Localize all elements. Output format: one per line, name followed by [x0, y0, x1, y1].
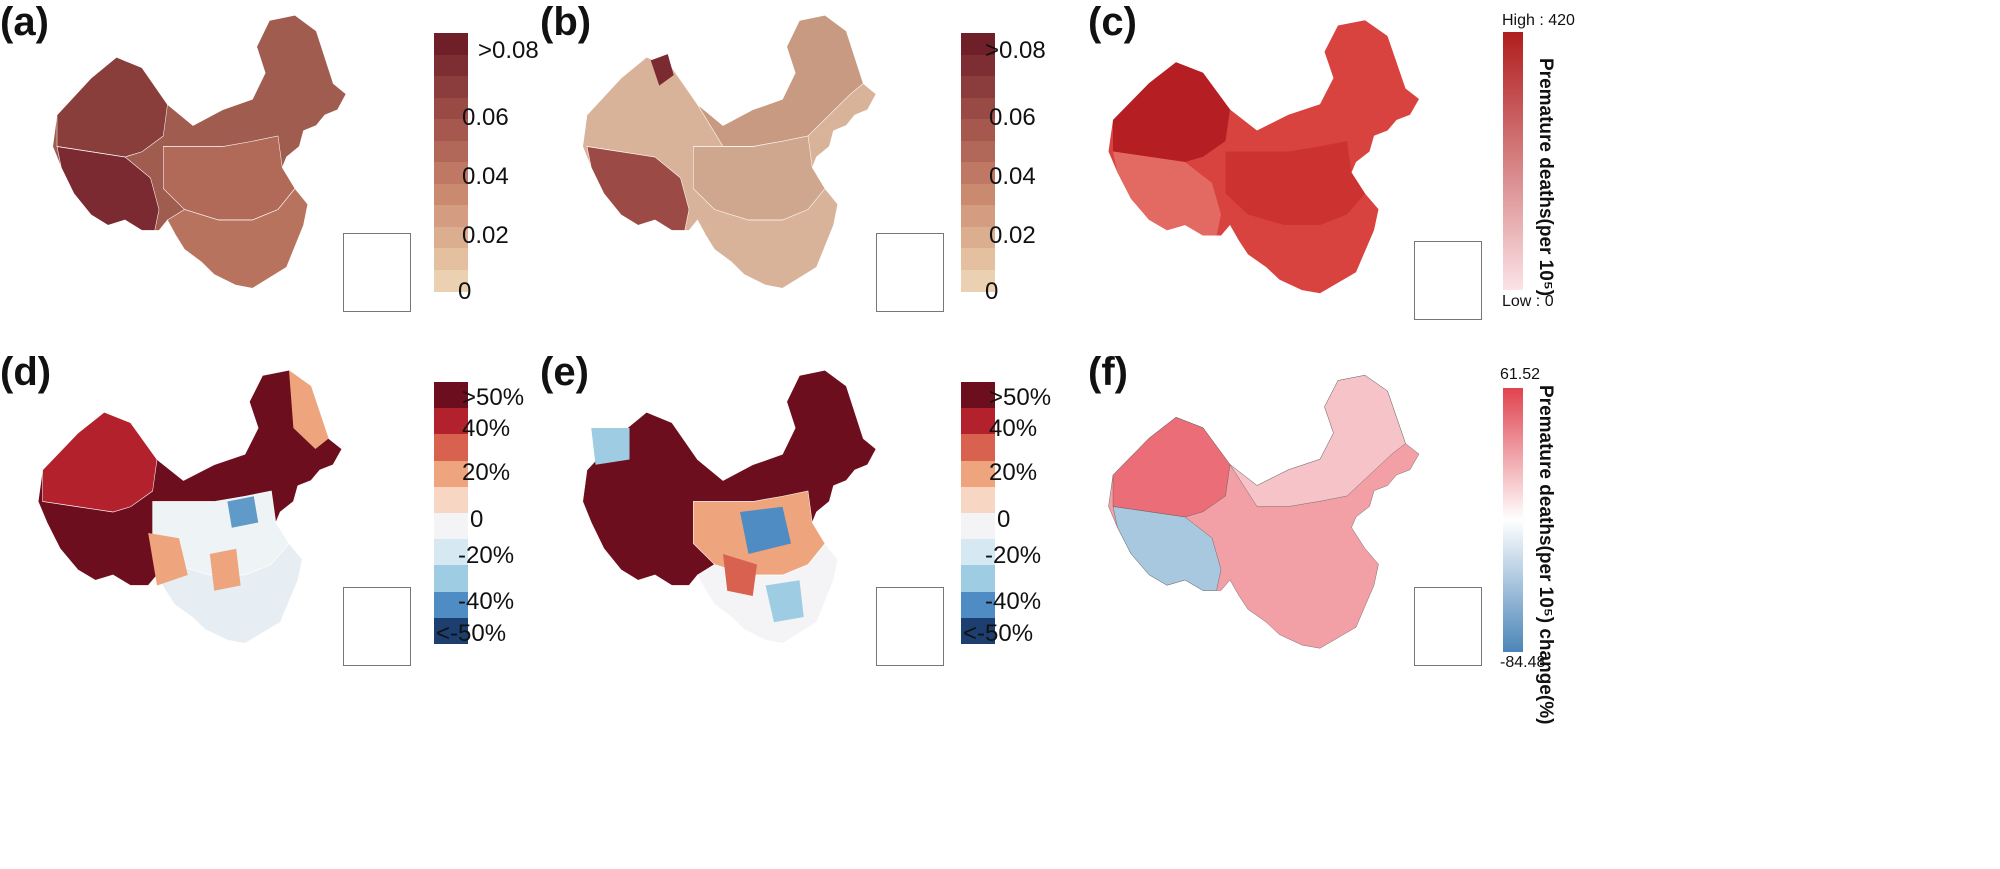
legend-e-swatch: [961, 460, 995, 488]
legend-b-swatch: [961, 226, 995, 249]
legend-d-swatch: [434, 382, 468, 409]
inset-b: [876, 233, 944, 312]
legend-a-swatch: [434, 33, 468, 55]
legend-a-swatch: [434, 269, 468, 292]
legend-b-swatch: [961, 33, 995, 55]
legend-a-label-2: 0.04: [462, 163, 509, 190]
legend-a-label-3: 0.02: [462, 222, 509, 249]
legend-d-swatch: [434, 565, 468, 593]
legend-b-label-0: >0.08: [985, 37, 1046, 64]
legend-d-swatch: [434, 539, 468, 566]
legend-b-swatch: [961, 248, 995, 270]
legend-e-swatch: [961, 539, 995, 566]
legend-e-swatch: [961, 565, 995, 593]
inset-c: [1414, 241, 1482, 320]
legend-d-swatch: [434, 591, 468, 619]
inset-e: [876, 587, 944, 666]
panel-f-label: (f): [1088, 350, 1128, 394]
legend-d-swatch: [434, 408, 468, 435]
legend-d-swatch: [434, 434, 468, 462]
legend-e-swatch: [961, 382, 995, 409]
map-b: [582, 14, 877, 289]
legend-a-swatch: [434, 76, 468, 98]
map-e: [582, 369, 877, 644]
legend-d-label-5: -40%: [458, 588, 515, 615]
panel-d-label: (d): [0, 350, 52, 394]
legend-f-gradient: [1503, 388, 1523, 652]
legend-a-swatch: [434, 183, 468, 206]
legend-d-swatch: [434, 486, 468, 514]
legend-a-swatch: [434, 162, 468, 184]
legend-e-swatch: [961, 434, 995, 462]
legend-b-label-3: 0.02: [989, 222, 1036, 249]
legend-a-swatch: [434, 205, 468, 227]
legend-b-label-2: 0.04: [989, 163, 1036, 190]
legend-b-label-4: 0: [985, 278, 999, 305]
legend-b-swatch: [961, 162, 995, 184]
legend-e-swatch: [961, 486, 995, 514]
map-f: [1107, 374, 1420, 649]
legend-a-swatch: [434, 248, 468, 270]
legend-f-low: -84.48: [1500, 654, 1546, 671]
legend-a-label-4: 0: [458, 278, 472, 305]
legend-b-label-1: 0.06: [989, 104, 1036, 131]
legend-a-label-1: 0.06: [462, 104, 509, 131]
legend-a-swatch: [434, 54, 468, 77]
legend-a-label-0: >0.08: [478, 37, 539, 64]
legend-a-swatch: [434, 226, 468, 249]
legend-e-label-2: 20%: [989, 459, 1038, 486]
legend-f-high: 61.52: [1500, 366, 1541, 383]
legend-f-title: Premature deaths(per 10⁵) change(%): [1535, 385, 1556, 725]
legend-e-swatch: [961, 408, 995, 435]
legend-d: >50% 40% 20% 0 -20% -40% <-50%: [434, 382, 554, 647]
map-c: [1108, 20, 1419, 294]
legend-e-swatch: [961, 617, 995, 645]
inset-a: [343, 233, 411, 312]
legend-d-label-4: -20%: [458, 542, 515, 569]
legend-c-gradient: [1503, 32, 1523, 290]
legend-e-label-0: >50%: [989, 384, 1052, 411]
legend-a-swatch: [434, 119, 468, 141]
panel-e-label: (e): [540, 350, 589, 394]
legend-c-high: High : 420: [1502, 12, 1575, 29]
legend-c-low: Low : 0: [1502, 293, 1554, 310]
panel-c-label: (c): [1088, 0, 1137, 44]
panel-a-label: (a): [0, 0, 49, 44]
map-d: [37, 369, 343, 644]
legend-b-swatch: [961, 97, 995, 120]
legend-e-label-5: -40%: [985, 588, 1042, 615]
legend-b-swatch: [961, 140, 995, 163]
legend-e-swatch: [961, 513, 995, 540]
legend-b-swatch: [961, 76, 995, 98]
panel-b-label: (b): [540, 0, 592, 44]
legend-b-swatch: [961, 183, 995, 206]
legend-b-swatch: [961, 54, 995, 77]
legend-d-label-6: <-50%: [436, 620, 507, 647]
legend-d-label-3: 0: [470, 506, 484, 533]
legend-d-swatch: [434, 617, 468, 645]
legend-e-label-3: 0: [997, 506, 1011, 533]
legend-a-swatch: [434, 140, 468, 163]
legend-b-swatch: [961, 205, 995, 227]
inset-f: [1414, 587, 1482, 666]
legend-e-label-1: 40%: [989, 415, 1038, 442]
legend-e-label-6: <-50%: [963, 620, 1034, 647]
legend-e-label-4: -20%: [985, 542, 1042, 569]
legend-b-swatch: [961, 119, 995, 141]
legend-b: >0.08 0.06 0.04 0.02 0: [961, 33, 1081, 305]
legend-d-label-2: 20%: [462, 459, 511, 486]
legend-b-swatch: [961, 269, 995, 292]
legend-a: >0.08 0.06 0.04 0.02 0: [434, 33, 554, 305]
legend-d-label-1: 40%: [462, 415, 511, 442]
legend-d-swatch: [434, 460, 468, 488]
legend-e-swatch: [961, 591, 995, 619]
legend-e: >50% 40% 20% 0 -20% -40% <-50%: [961, 382, 1081, 647]
inset-d: [343, 587, 411, 666]
legend-c-title: Premature deaths(per 10⁵): [1535, 58, 1556, 297]
legend-a-swatch: [434, 97, 468, 120]
legend-d-swatch: [434, 513, 468, 540]
legend-d-label-0: >50%: [462, 384, 525, 411]
